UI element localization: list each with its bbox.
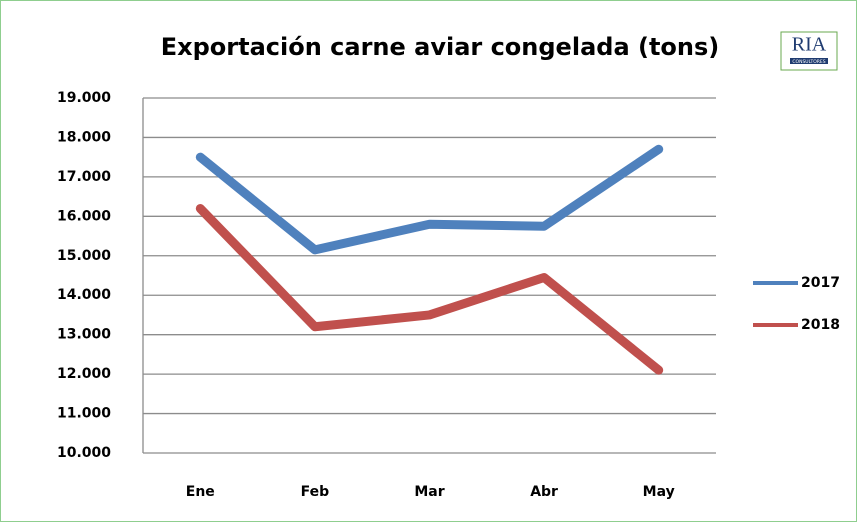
y-tick-label: 18.000 <box>57 129 111 145</box>
legend-label: 2018 <box>801 317 840 333</box>
series-line <box>195 203 664 375</box>
y-tick-label: 11.000 <box>57 406 111 422</box>
logo-subtext: CONSULTORES <box>792 59 825 65</box>
x-tick-label: Feb <box>301 484 330 500</box>
y-tick-label: 19.000 <box>57 90 111 106</box>
y-tick-label: 15.000 <box>57 248 111 264</box>
y-tick-label: 12.000 <box>57 366 111 382</box>
y-tick-label: 13.000 <box>57 327 111 343</box>
y-tick-label: 17.000 <box>57 169 111 185</box>
logo-text: RIA <box>792 34 827 56</box>
x-tick-label: Abr <box>530 484 558 500</box>
x-tick-label: Ene <box>186 484 215 500</box>
logo-band <box>790 58 828 64</box>
y-tick-label: 14.000 <box>57 287 111 303</box>
chart-title: Exportación carne aviar congelada (tons) <box>161 33 720 61</box>
y-tick-label: 16.000 <box>57 208 111 224</box>
series-line <box>195 144 664 255</box>
x-tick-label: Mar <box>414 484 444 500</box>
legend-label: 2017 <box>801 275 840 291</box>
logo: RIA CONSULTORES <box>780 31 838 71</box>
x-tick-label: May <box>643 484 675 500</box>
y-tick-label: 10.000 <box>57 445 111 461</box>
